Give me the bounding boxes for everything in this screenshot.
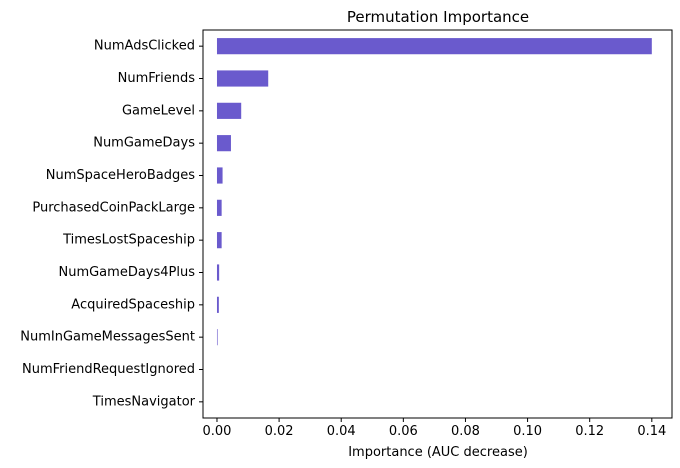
category-label-numgamedays4plus: NumGameDays4Plus	[58, 265, 195, 280]
chart-title: Permutation Importance	[347, 8, 529, 26]
plot-frame	[202, 29, 673, 419]
category-label-numgamedays: NumGameDays	[93, 136, 195, 151]
bar-purchasedcoinpacklarge	[216, 199, 222, 216]
category-label-numadsclicked: NumAdsClicked	[94, 39, 195, 54]
category-label-timesnavigator: TimesNavigator	[92, 394, 196, 409]
category-label-gamelevel: GameLevel	[122, 103, 195, 118]
x-tick-label: 0.14	[637, 424, 666, 439]
category-label-numfriendrequestignored: NumFriendRequestIgnored	[22, 362, 195, 377]
x-tick-label: 0.12	[575, 424, 604, 439]
category-label-numingamemessagessent: NumInGameMessagesSent	[20, 330, 195, 345]
x-tick-label: 0.04	[327, 424, 356, 439]
bar-numfriends	[216, 70, 269, 87]
bar-numadsclicked	[216, 38, 652, 55]
bar-gamelevel	[216, 102, 242, 119]
x-ticks-group: 0.00 0.02 0.04 0.06 0.08 0.10 0.12 0.14	[203, 418, 666, 439]
bar-numspaceherobadges	[216, 167, 223, 184]
bar-acquiredspaceship	[216, 296, 219, 313]
x-tick-label: 0.08	[451, 424, 480, 439]
bar-numgamedays	[216, 135, 231, 152]
category-labels-group: NumAdsClicked NumFriends GameLevel NumGameD…	[20, 39, 203, 409]
x-tick-label: 0.06	[389, 424, 418, 439]
x-tick-label: 0.10	[513, 424, 542, 439]
bar-numgamedays4plus	[216, 264, 220, 281]
x-tick-label: 0.00	[203, 424, 232, 439]
bar-timeslostspaceship	[216, 232, 222, 249]
category-label-purchasedcoinpacklarge: PurchasedCoinPackLarge	[32, 200, 195, 215]
x-tick-label: 0.02	[265, 424, 294, 439]
category-label-acquiredspaceship: AcquiredSpaceship	[71, 297, 195, 312]
category-label-numfriends: NumFriends	[118, 71, 196, 86]
bar-numingamemessagessent	[216, 329, 218, 346]
category-label-numspaceherobadges: NumSpaceHeroBadges	[46, 168, 195, 183]
category-label-timeslostspaceship: TimesLostSpaceship	[62, 233, 195, 248]
x-axis-label: Importance (AUC decrease)	[348, 445, 528, 460]
bars-group	[216, 38, 652, 346]
